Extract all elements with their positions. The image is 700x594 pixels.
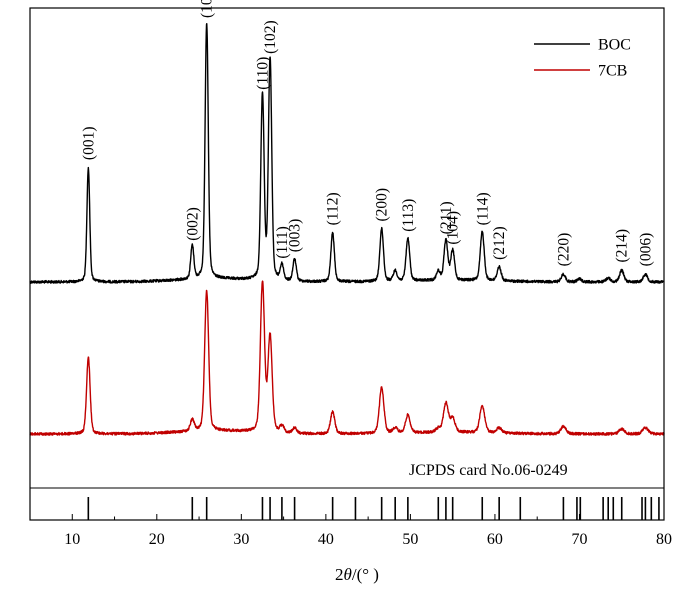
peak-label: (111) xyxy=(274,226,291,258)
reference-card-label: JCPDS card No.06-0249 xyxy=(409,462,568,479)
peak-label: (102) xyxy=(262,20,279,54)
plot-frame xyxy=(29,7,665,521)
peak-label: (200) xyxy=(374,188,391,222)
x-tick-label: 70 xyxy=(571,531,587,548)
peak-label: (113) xyxy=(400,199,417,232)
peak-label: (101) xyxy=(199,0,216,18)
peak-label: (114) xyxy=(474,192,491,225)
legend: BOC 7CB xyxy=(534,37,631,80)
x-tick-label: 40 xyxy=(318,531,334,548)
peak-label: (110) xyxy=(254,57,271,90)
series-line-7cb xyxy=(29,280,665,436)
x-tick-label: 20 xyxy=(149,531,165,548)
x-axis-label: 2θ/(° ) xyxy=(335,565,379,584)
x-tick-label: 60 xyxy=(487,531,503,548)
x-axis-label-prefix: 2 xyxy=(335,565,344,584)
x-tick-label: 80 xyxy=(656,531,672,548)
peak-label: (112) xyxy=(325,192,342,225)
reference-layer xyxy=(87,497,660,520)
peak-label: (001) xyxy=(80,127,97,161)
legend-label-boc: BOC xyxy=(598,37,631,54)
x-tick-label: 50 xyxy=(402,531,418,548)
peak-labels-layer: (001) (002) (101) (110) (102) (111)(003) (112)… xyxy=(80,0,654,266)
peak-label: (214) xyxy=(614,229,631,263)
peak-label: (003) xyxy=(287,219,304,253)
series-line-boc xyxy=(29,23,665,284)
peak-label: (212) xyxy=(491,226,508,260)
peak-label: (002) xyxy=(184,207,201,241)
peak-label: (006) xyxy=(637,233,654,267)
x-tick-label: 10 xyxy=(64,531,80,548)
x-tick-label: 30 xyxy=(233,531,249,548)
series-layer xyxy=(29,23,665,436)
x-axis-ticks: 10 20 30 40 50 60 70 80 xyxy=(64,514,672,548)
x-axis-label-theta: θ xyxy=(344,565,352,584)
peak-label: (220) xyxy=(555,233,572,267)
peak-label: (104) xyxy=(445,211,462,245)
legend-label-7cb: 7CB xyxy=(598,63,627,80)
x-axis-label-unit: /(° ) xyxy=(352,565,379,584)
peak-label: (211) xyxy=(438,201,455,234)
